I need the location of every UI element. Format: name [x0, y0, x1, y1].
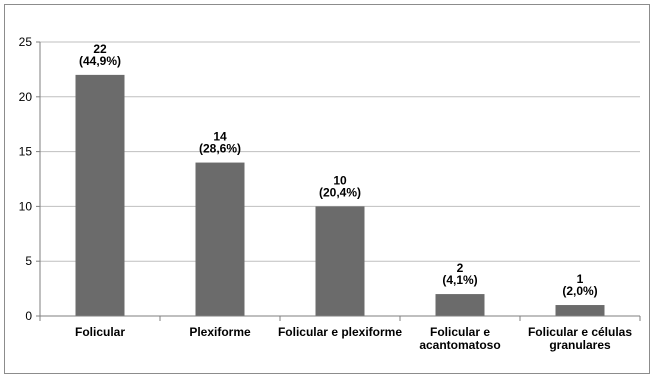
bar	[435, 294, 485, 316]
data-label: 10	[333, 173, 347, 187]
data-label: 2	[457, 261, 464, 275]
data-label: (20,4%)	[319, 185, 361, 199]
x-tick-label: Folicular e	[430, 325, 490, 339]
bar	[555, 305, 605, 316]
data-label: (44,9%)	[79, 54, 121, 68]
bars	[75, 74, 605, 316]
x-tick-label: Folicular	[75, 325, 125, 339]
x-tick-label: granulares	[549, 338, 611, 352]
x-tick-label: Folicular e células	[528, 325, 632, 339]
y-tick-label: 10	[19, 199, 33, 213]
y-tick-label: 25	[19, 35, 33, 49]
data-label: 14	[213, 130, 227, 144]
data-label: (2,0%)	[562, 284, 597, 298]
axes	[36, 41, 641, 321]
labels: 0 5 10 15 20 25 22(44,9%) Folicular 14(28,6%) Ple…	[19, 35, 633, 352]
x-tick-label: Folicular e plexiforme	[278, 325, 402, 339]
data-label: (28,6%)	[199, 142, 241, 156]
data-label: (4,1%)	[442, 273, 477, 287]
x-tick-label: Plexiforme	[189, 325, 251, 339]
y-tick-label: 15	[19, 145, 33, 159]
x-tick-label: acantomatoso	[419, 338, 500, 352]
y-tick-label: 5	[25, 254, 32, 268]
y-tick-label: 0	[25, 309, 32, 323]
bar	[75, 74, 125, 316]
data-label: 22	[93, 42, 107, 56]
y-tick-label: 20	[19, 90, 33, 104]
data-label: 1	[577, 272, 584, 286]
bar	[195, 162, 245, 316]
bar	[315, 206, 365, 316]
